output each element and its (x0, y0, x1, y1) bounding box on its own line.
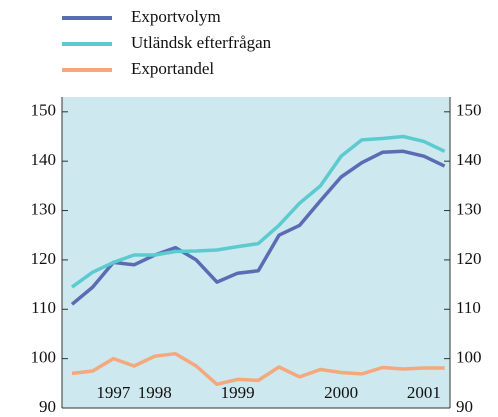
legend-label: Utländsk efterfrågan (131, 33, 272, 52)
y2-tick-label: 120 (456, 249, 482, 268)
legend-label: Exportvolym (131, 7, 221, 26)
x-tick-label: 1997 (96, 383, 131, 402)
plot-background (62, 97, 450, 408)
y2-tick-label: 110 (456, 298, 481, 317)
y2-tick-label: 140 (456, 150, 482, 169)
x-tick-label: 2001 (407, 383, 441, 402)
legend-label: Exportandel (131, 59, 214, 78)
y2-tick-label: 130 (456, 199, 482, 218)
y-tick-label: 110 (31, 298, 56, 317)
series-line (70, 134, 446, 289)
y-tick-label: 100 (31, 348, 57, 367)
y-tick-label: 130 (31, 199, 57, 218)
y2-tick-label: 100 (456, 348, 482, 367)
y2-tick-label: 90 (456, 397, 473, 412)
x-tick-label: 2000 (324, 383, 358, 402)
series-line (71, 351, 445, 387)
y-tick-label: 120 (31, 249, 57, 268)
y-tick-label: 90 (39, 397, 56, 412)
y2-tick-label: 150 (456, 101, 482, 120)
y-tick-label: 140 (31, 150, 57, 169)
y-tick-label: 150 (31, 101, 57, 120)
x-tick-label: 1998 (138, 383, 172, 402)
x-tick-label: 1999 (221, 383, 255, 402)
series-line (70, 149, 446, 306)
